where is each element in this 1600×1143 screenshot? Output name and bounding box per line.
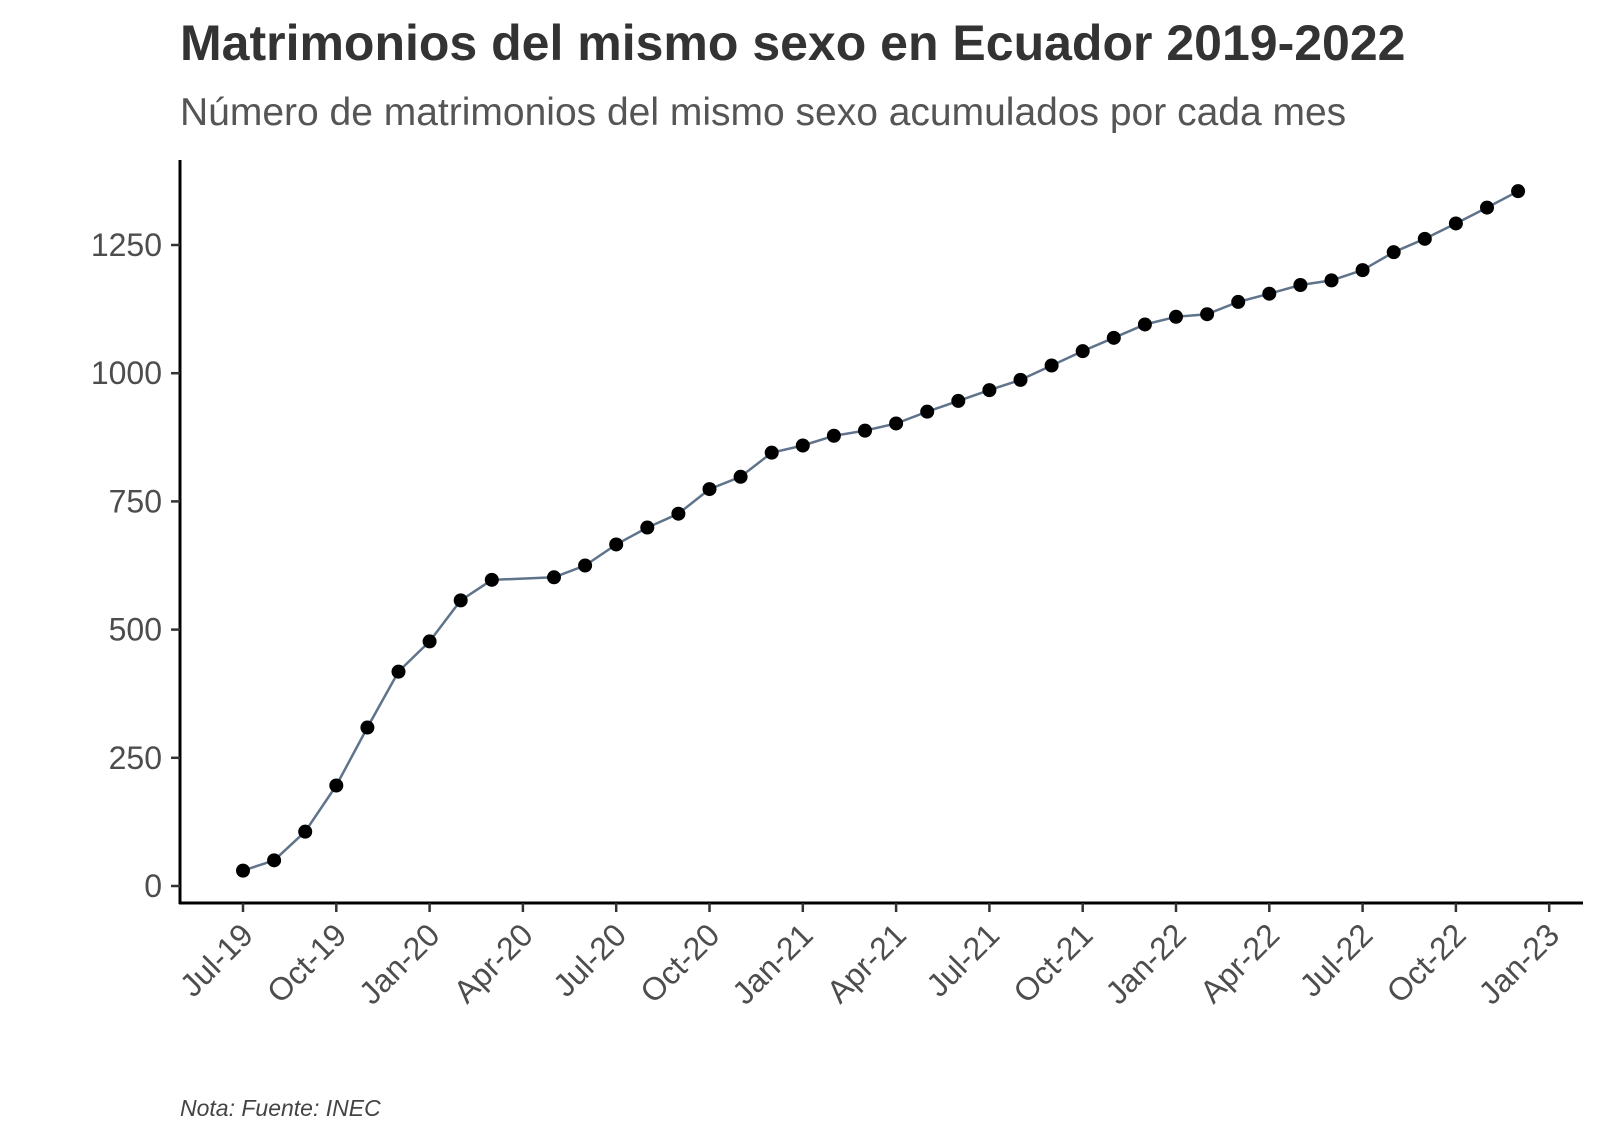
- series-line: [242, 190, 1519, 872]
- data-point: [1355, 263, 1370, 278]
- data-point: [1200, 307, 1215, 322]
- data-point: [920, 404, 935, 419]
- y-tick-label: 0: [144, 868, 162, 904]
- y-tick-label: 750: [109, 483, 162, 519]
- x-tick-label: Jan-22: [1098, 916, 1193, 1011]
- data-point: [298, 824, 313, 839]
- data-point: [391, 664, 406, 679]
- data-point: [826, 428, 841, 443]
- x-tick-label: Jul-20: [546, 916, 633, 1003]
- data-point: [360, 720, 375, 735]
- data-point: [702, 482, 717, 497]
- data-point: [764, 445, 779, 460]
- data-point: [1231, 294, 1246, 309]
- y-tick-label: 500: [109, 612, 162, 648]
- x-tick-label: Oct-22: [1379, 916, 1472, 1009]
- y-tick-label: 1250: [91, 227, 162, 263]
- data-point: [640, 520, 655, 535]
- data-point: [1262, 286, 1277, 301]
- data-point: [547, 570, 561, 585]
- data-point: [1075, 344, 1090, 359]
- x-tick-label: Jul-19: [173, 916, 260, 1003]
- data-point: [578, 558, 593, 573]
- data-point: [453, 593, 468, 608]
- data-point: [236, 863, 250, 878]
- x-tick-label: Apr-22: [1193, 916, 1286, 1009]
- x-tick-label: Oct-21: [1006, 916, 1099, 1009]
- x-tick-label: Apr-20: [446, 916, 539, 1009]
- data-point: [1386, 245, 1401, 260]
- chart-subtitle: Número de matrimonios del mismo sexo acu…: [180, 91, 1346, 134]
- data-point: [1293, 277, 1308, 292]
- data-point: [422, 634, 437, 649]
- x-tick-label: Jul-22: [1292, 916, 1379, 1003]
- data-point: [1511, 184, 1526, 199]
- data-point: [982, 383, 997, 398]
- data-point: [951, 393, 966, 408]
- data-point: [1044, 358, 1059, 373]
- x-tick-label: Apr-21: [820, 916, 913, 1009]
- x-tick-label: Jan-20: [352, 916, 447, 1011]
- data-point: [484, 572, 499, 587]
- data-point: [889, 416, 904, 431]
- data-point: [1324, 273, 1339, 288]
- data-point: [1013, 372, 1028, 387]
- data-point: [609, 537, 624, 552]
- data-point: [858, 423, 872, 438]
- data-point: [1480, 200, 1494, 215]
- data-point: [1106, 330, 1121, 345]
- data-point: [329, 778, 344, 793]
- x-tick-label: Jul-21: [919, 916, 1006, 1003]
- data-point: [1448, 216, 1463, 231]
- chart-caption: Nota: Fuente: INEC: [180, 1095, 381, 1121]
- data-point: [671, 506, 686, 521]
- data-point: [1137, 317, 1152, 332]
- x-tick-label: Jan-23: [1472, 916, 1567, 1011]
- y-tick-label: 250: [109, 740, 162, 776]
- chart-title: Matrimonios del mismo sexo en Ecuador 20…: [180, 15, 1405, 71]
- x-tick-label: Oct-20: [633, 916, 726, 1009]
- x-tick-label: Jan-21: [725, 916, 820, 1011]
- data-point: [733, 469, 748, 484]
- x-tick-label: Oct-19: [260, 916, 353, 1009]
- data-point: [1417, 231, 1432, 246]
- data-point: [1169, 309, 1183, 324]
- y-tick-label: 1000: [91, 355, 162, 391]
- data-point: [267, 853, 282, 868]
- data-point: [795, 438, 810, 453]
